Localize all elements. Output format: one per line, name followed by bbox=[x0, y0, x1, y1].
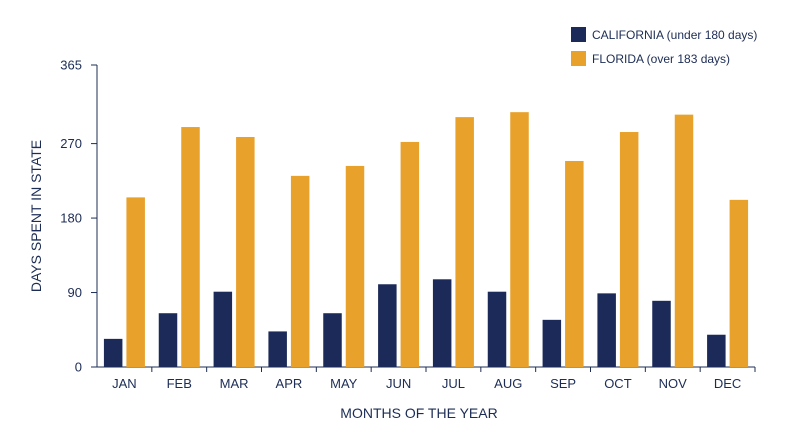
bar-california-feb bbox=[158, 313, 178, 367]
x-axis-label: MONTHS OF THE YEAR bbox=[340, 405, 497, 421]
y-tick-label: 0 bbox=[75, 360, 82, 375]
bar-florida-oct bbox=[619, 132, 639, 367]
x-tick-label: DEC bbox=[714, 376, 741, 391]
legend: CALIFORNIA (under 180 days) FLORIDA (ove… bbox=[571, 27, 757, 66]
legend-label-florida: FLORIDA (over 183 days) bbox=[592, 52, 730, 66]
legend-label-california: CALIFORNIA (under 180 days) bbox=[592, 28, 757, 42]
bar-florida-sep bbox=[565, 160, 584, 367]
x-tick-label: AUG bbox=[494, 376, 522, 391]
x-tick-label: MAR bbox=[220, 376, 249, 391]
bar-california-may bbox=[323, 313, 342, 367]
bar-california-oct bbox=[597, 293, 616, 367]
y-tick-label: 90 bbox=[68, 285, 82, 300]
x-tick-label: APR bbox=[276, 376, 303, 391]
x-tick-label: MAY bbox=[330, 376, 358, 391]
x-tick-label: JUN bbox=[386, 376, 411, 391]
y-tick-label: 270 bbox=[60, 136, 82, 151]
x-tick-label: OCT bbox=[604, 376, 632, 391]
bar-florida-nov bbox=[674, 114, 694, 368]
bar-california-aug bbox=[487, 291, 507, 367]
bar-florida-mar bbox=[236, 136, 255, 367]
bars bbox=[103, 112, 749, 368]
y-axis-label: DAYS SPENT IN STATE bbox=[28, 140, 44, 292]
bar-florida-aug bbox=[510, 112, 529, 367]
bar-california-jan bbox=[103, 338, 123, 367]
bar-california-mar bbox=[213, 291, 233, 367]
bar-california-jun bbox=[378, 284, 397, 367]
y-tick-label: 365 bbox=[60, 58, 82, 73]
legend-swatch-florida bbox=[571, 51, 586, 66]
bar-california-dec bbox=[707, 334, 726, 367]
bar-florida-jun bbox=[400, 141, 420, 367]
y-ticks: 0 90 180 270 365 bbox=[60, 58, 97, 375]
bar-florida-jul bbox=[455, 117, 474, 367]
x-tick-label: SEP bbox=[550, 376, 576, 391]
x-tick-label: FEB bbox=[167, 376, 192, 391]
bar-california-sep bbox=[542, 319, 562, 367]
bar-florida-jan bbox=[126, 197, 145, 367]
bar-florida-feb bbox=[181, 127, 200, 367]
bar-california-nov bbox=[652, 300, 671, 367]
x-ticks: JAN FEB MAR APR MAY JUN JUL AUG SEP OCT NOV DEC bbox=[112, 367, 756, 391]
bar-florida-apr bbox=[290, 175, 310, 367]
y-tick-label: 180 bbox=[60, 211, 82, 226]
x-tick-label: JUL bbox=[442, 376, 465, 391]
legend-swatch-california bbox=[571, 27, 586, 42]
bar-florida-dec bbox=[729, 199, 749, 367]
bar-california-apr bbox=[268, 331, 287, 367]
bar-california-jul bbox=[432, 279, 452, 367]
axes bbox=[91, 65, 755, 368]
x-tick-label: JAN bbox=[112, 376, 137, 391]
x-tick-label: NOV bbox=[659, 376, 688, 391]
bar-florida-may bbox=[345, 165, 365, 367]
